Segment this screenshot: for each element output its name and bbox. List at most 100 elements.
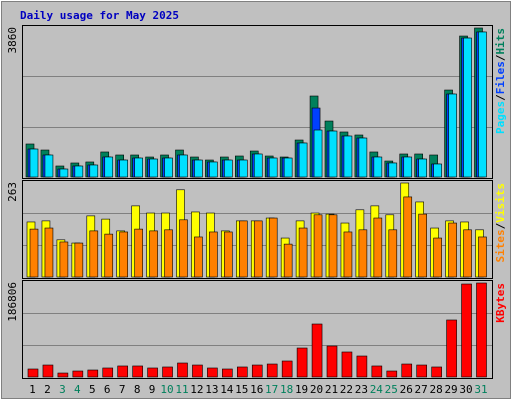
bar (478, 236, 487, 278)
bar (476, 282, 487, 378)
panel-frame (22, 280, 493, 379)
bar (134, 157, 143, 178)
bar (179, 219, 188, 278)
legend-separator: / (494, 54, 507, 61)
x-tick-label: 31 (474, 383, 487, 396)
x-tick-label: 6 (104, 383, 111, 396)
bar (343, 135, 353, 178)
bar (328, 214, 338, 278)
x-tick-label: 27 (415, 383, 428, 396)
bar (224, 159, 233, 178)
bar (162, 366, 173, 378)
bar (59, 241, 69, 278)
y-tick-label: 263 (6, 182, 19, 202)
x-tick-label: 22 (340, 383, 353, 396)
bar (253, 220, 263, 278)
x-tick-label: 30 (459, 383, 472, 396)
bar (29, 148, 39, 178)
bar (403, 156, 413, 178)
bar (266, 363, 278, 378)
bar (313, 129, 323, 178)
bar (59, 168, 69, 178)
bar (57, 372, 69, 378)
bar (388, 229, 398, 278)
x-tick-label: 7 (119, 383, 126, 396)
bar (44, 154, 54, 178)
bar (283, 243, 293, 278)
bar (119, 231, 128, 278)
bar (239, 159, 248, 178)
x-tick-label: 21 (325, 383, 338, 396)
bar (147, 367, 158, 378)
bar (311, 323, 323, 378)
bar (179, 154, 188, 178)
bar (268, 157, 278, 178)
bar (253, 153, 263, 178)
x-tick-label: 17 (265, 383, 278, 396)
bar (463, 229, 472, 278)
x-tick-label: 15 (235, 383, 248, 396)
x-tick-label: 29 (444, 383, 457, 396)
bar (119, 159, 128, 178)
bar (74, 165, 84, 178)
x-tick-label: 24 (370, 383, 384, 396)
x-tick-label: 20 (310, 383, 323, 396)
bar (298, 227, 308, 278)
x-tick-label: 3 (59, 383, 66, 396)
bar (72, 370, 84, 378)
x-tick-label: 4 (74, 383, 81, 396)
bar (104, 156, 114, 178)
legend: Pages/Files/Hits (494, 28, 507, 134)
x-tick-label: 2 (44, 383, 51, 396)
bar (207, 367, 218, 378)
legend-entry: KBytes (494, 283, 507, 323)
bar (433, 237, 442, 278)
bar (237, 366, 248, 378)
legend-entry: Pages (494, 101, 507, 134)
bar (74, 242, 84, 278)
bar (117, 365, 128, 378)
x-tick-label: 9 (149, 383, 156, 396)
bar (251, 364, 263, 378)
bar (164, 229, 173, 278)
bar (268, 217, 278, 278)
bar (403, 196, 413, 278)
bar (418, 158, 428, 178)
bar (296, 347, 308, 378)
bar (149, 230, 158, 278)
bar (461, 283, 472, 378)
bar (164, 157, 173, 178)
bar (224, 231, 233, 278)
bar (328, 130, 338, 178)
bar (194, 159, 203, 178)
x-tick-label: 5 (89, 383, 96, 396)
x-tick-label: 11 (175, 383, 188, 396)
x-tick-label: 1 (29, 383, 36, 396)
x-tick-label: 10 (160, 383, 173, 396)
bar (177, 362, 188, 378)
bar (448, 93, 457, 178)
bar (209, 231, 218, 278)
x-tick-label: 26 (400, 383, 413, 396)
legend-entry: Visits (494, 183, 507, 223)
legend-entry: Sites (494, 229, 507, 262)
legend: Sites/Visits (494, 183, 507, 263)
bar (134, 228, 143, 278)
x-tick-label: 25 (385, 383, 398, 396)
bar (192, 364, 203, 378)
bar (446, 319, 457, 378)
bar (239, 220, 248, 278)
bar (341, 351, 353, 378)
bar (401, 363, 413, 378)
x-tick-label: 14 (220, 383, 234, 396)
bar (44, 227, 54, 278)
bar (283, 157, 293, 178)
bar (463, 37, 472, 178)
bar (29, 228, 39, 278)
bar (433, 163, 442, 178)
x-tick-label: 18 (280, 383, 293, 396)
bar (313, 214, 323, 278)
bar (104, 233, 114, 278)
